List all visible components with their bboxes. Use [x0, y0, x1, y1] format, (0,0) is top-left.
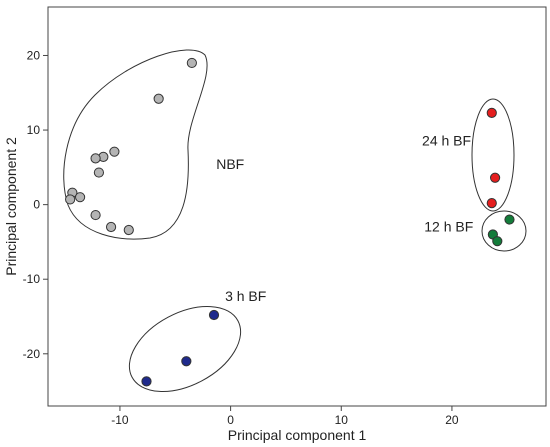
3-h-bf-point: [141, 376, 152, 387]
group-labels: NBF 24 h BF 12 h BF 3 h BF: [216, 133, 473, 304]
nbf-point: [90, 153, 101, 164]
y-axis-ticks: -20 -10 0 10 20: [23, 48, 48, 361]
y-tick-label: -20: [23, 347, 41, 361]
y-tick-label: 20: [27, 48, 41, 62]
12-h-bf-point: [504, 214, 515, 225]
y-tick-label: 10: [27, 123, 41, 137]
nbf-cluster-outline: [63, 49, 208, 240]
plot-frame: [47, 6, 547, 407]
nbf-point: [90, 209, 101, 221]
12-h-bf-point: [492, 236, 503, 247]
3-h-bf-point: [181, 356, 192, 367]
24-h-bf-point: [486, 107, 497, 119]
x-tick-label: 10: [335, 413, 349, 427]
y-axis-title: Principal component 2: [3, 137, 19, 276]
nbf-point: [123, 224, 134, 236]
group-ellipses: [63, 49, 527, 392]
3-h-bf-point: [208, 309, 220, 321]
x-tick-label: 0: [227, 413, 234, 427]
data-points: [65, 57, 515, 387]
x-axis-title: Principal component 1: [228, 427, 367, 443]
nbf-group-label: NBF: [216, 156, 244, 172]
3-h-bf-group-label: 3 h BF: [225, 288, 266, 304]
12h-bf-cluster-outline: [481, 210, 527, 252]
y-tick-label: 0: [33, 198, 40, 212]
x-axis-ticks: -10 0 10 20: [111, 406, 459, 427]
x-tick-label: 20: [445, 413, 459, 427]
nbf-point: [65, 194, 76, 205]
3h-bf-cluster-outline: [128, 306, 242, 392]
24h-bf-cluster-outline: [471, 98, 515, 212]
nbf-point: [109, 146, 120, 157]
x-tick-label: -10: [111, 413, 129, 427]
nbf-point: [153, 93, 164, 104]
24-h-bf-group-label: 24 h BF: [422, 133, 471, 149]
nbf-point: [105, 221, 117, 233]
nbf-point: [186, 57, 197, 69]
nbf-point: [74, 192, 86, 203]
24-h-bf-point: [486, 198, 497, 209]
nbf-point: [93, 167, 105, 178]
y-tick-label: -10: [23, 272, 41, 286]
12-h-bf-group-label: 12 h BF: [424, 218, 473, 234]
24-h-bf-point: [489, 172, 501, 183]
